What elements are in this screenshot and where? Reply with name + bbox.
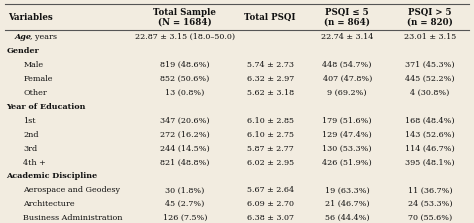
Text: 272 (16.2%): 272 (16.2%) bbox=[160, 131, 210, 139]
Text: 6.02 ± 2.95: 6.02 ± 2.95 bbox=[246, 159, 294, 167]
Text: Aerospace and Geodesy: Aerospace and Geodesy bbox=[23, 186, 120, 194]
Text: , years: , years bbox=[30, 33, 57, 41]
Text: 24 (53.3%): 24 (53.3%) bbox=[408, 200, 453, 208]
Text: 22.74 ± 3.14: 22.74 ± 3.14 bbox=[321, 33, 374, 41]
Text: Academic Discipline: Academic Discipline bbox=[6, 172, 97, 180]
Text: 11 (36.7%): 11 (36.7%) bbox=[408, 186, 453, 194]
Text: 126 (7.5%): 126 (7.5%) bbox=[163, 214, 207, 222]
Text: 6.38 ± 3.07: 6.38 ± 3.07 bbox=[246, 214, 294, 222]
Text: 5.87 ± 2.77: 5.87 ± 2.77 bbox=[247, 145, 293, 153]
Text: Other: Other bbox=[23, 89, 47, 97]
Text: 30 (1.8%): 30 (1.8%) bbox=[165, 186, 205, 194]
Text: 4 (30.8%): 4 (30.8%) bbox=[410, 89, 450, 97]
Text: 22.87 ± 3.15 (18.0–50.0): 22.87 ± 3.15 (18.0–50.0) bbox=[135, 33, 235, 41]
Text: 114 (46.7%): 114 (46.7%) bbox=[405, 145, 455, 153]
Text: 819 (48.6%): 819 (48.6%) bbox=[160, 61, 210, 69]
Text: 6.32 ± 2.97: 6.32 ± 2.97 bbox=[246, 75, 294, 83]
Text: 448 (54.7%): 448 (54.7%) bbox=[322, 61, 372, 69]
Text: 244 (14.5%): 244 (14.5%) bbox=[160, 145, 210, 153]
Text: 23.01 ± 3.15: 23.01 ± 3.15 bbox=[404, 33, 456, 41]
Text: 5.67 ± 2.64: 5.67 ± 2.64 bbox=[246, 186, 294, 194]
Text: Female: Female bbox=[23, 75, 53, 83]
Text: 56 (44.4%): 56 (44.4%) bbox=[325, 214, 370, 222]
Text: 3rd: 3rd bbox=[23, 145, 37, 153]
Text: 5.62 ± 3.18: 5.62 ± 3.18 bbox=[246, 89, 294, 97]
Text: 168 (48.4%): 168 (48.4%) bbox=[405, 117, 455, 125]
Text: 407 (47.8%): 407 (47.8%) bbox=[322, 75, 372, 83]
Text: 1st: 1st bbox=[23, 117, 36, 125]
Text: 21 (46.7%): 21 (46.7%) bbox=[325, 200, 370, 208]
Text: 6.10 ± 2.85: 6.10 ± 2.85 bbox=[246, 117, 294, 125]
Text: 45 (2.7%): 45 (2.7%) bbox=[165, 200, 205, 208]
Text: 143 (52.6%): 143 (52.6%) bbox=[405, 131, 455, 139]
Text: 5.74 ± 2.73: 5.74 ± 2.73 bbox=[246, 61, 294, 69]
Text: 70 (55.6%): 70 (55.6%) bbox=[408, 214, 452, 222]
Text: 347 (20.6%): 347 (20.6%) bbox=[160, 117, 210, 125]
Text: 4th +: 4th + bbox=[23, 159, 46, 167]
Text: 9 (69.2%): 9 (69.2%) bbox=[328, 89, 367, 97]
Text: 445 (52.2%): 445 (52.2%) bbox=[405, 75, 455, 83]
Text: 13 (0.8%): 13 (0.8%) bbox=[165, 89, 205, 97]
Text: 6.10 ± 2.75: 6.10 ± 2.75 bbox=[246, 131, 294, 139]
Text: 821 (48.8%): 821 (48.8%) bbox=[160, 159, 210, 167]
Text: Male: Male bbox=[23, 61, 43, 69]
Text: Total PSQI: Total PSQI bbox=[245, 13, 296, 22]
Text: 130 (53.3%): 130 (53.3%) bbox=[322, 145, 372, 153]
Text: Gender: Gender bbox=[6, 47, 39, 55]
Text: PSQI ≤ 5
(n = 864): PSQI ≤ 5 (n = 864) bbox=[324, 8, 370, 27]
Text: 852 (50.6%): 852 (50.6%) bbox=[160, 75, 210, 83]
Text: 371 (45.3%): 371 (45.3%) bbox=[405, 61, 455, 69]
Text: 179 (51.6%): 179 (51.6%) bbox=[322, 117, 372, 125]
Text: Business Administration: Business Administration bbox=[23, 214, 123, 222]
Text: Year of Education: Year of Education bbox=[6, 103, 85, 111]
Text: Variables: Variables bbox=[8, 13, 53, 22]
Text: 2nd: 2nd bbox=[23, 131, 39, 139]
Text: Age: Age bbox=[15, 33, 32, 41]
Text: 426 (51.9%): 426 (51.9%) bbox=[322, 159, 372, 167]
Text: Total Sample
(N = 1684): Total Sample (N = 1684) bbox=[154, 8, 216, 27]
Text: 395 (48.1%): 395 (48.1%) bbox=[405, 159, 455, 167]
Text: 6.09 ± 2.70: 6.09 ± 2.70 bbox=[246, 200, 294, 208]
Text: 19 (63.3%): 19 (63.3%) bbox=[325, 186, 370, 194]
Text: PSQI > 5
(n = 820): PSQI > 5 (n = 820) bbox=[407, 8, 453, 27]
Text: 129 (47.4%): 129 (47.4%) bbox=[322, 131, 372, 139]
Text: Architecture: Architecture bbox=[23, 200, 75, 208]
